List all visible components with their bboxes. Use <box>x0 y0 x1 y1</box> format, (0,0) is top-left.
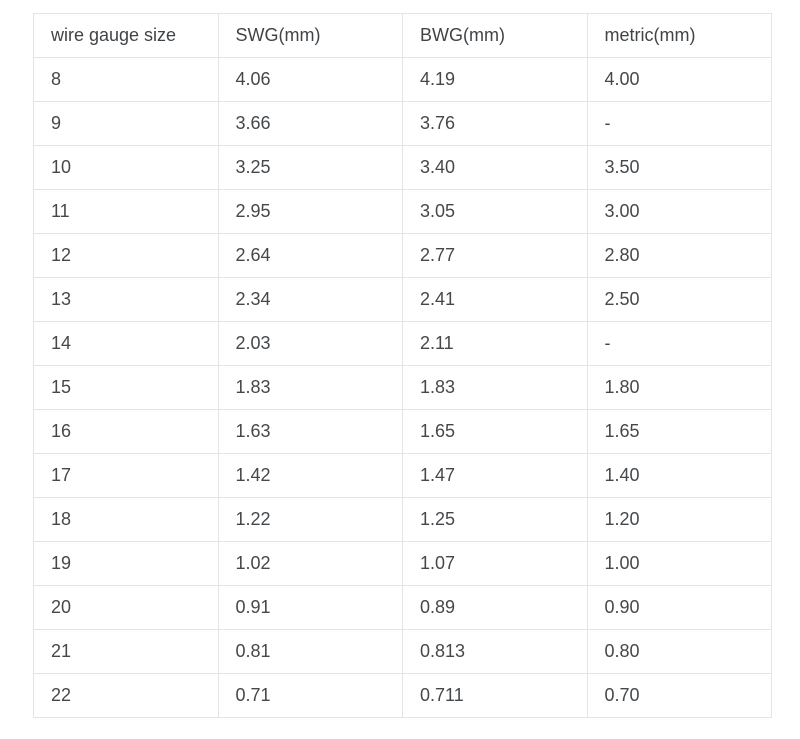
table-cell: 4.19 <box>402 57 588 102</box>
table-row: 10 3.25 3.40 3.50 <box>33 145 772 190</box>
table-cell: 0.70 <box>586 673 772 718</box>
column-header-2: BWG(mm) <box>402 13 588 58</box>
table-cell: 11 <box>33 189 219 234</box>
table-cell: 1.40 <box>586 453 772 498</box>
table-cell: 3.66 <box>217 101 403 146</box>
table-row: 21 0.81 0.813 0.80 <box>33 629 772 674</box>
table-row: 13 2.34 2.41 2.50 <box>33 277 772 322</box>
table-cell: 4.00 <box>586 57 772 102</box>
table-cell: 1.00 <box>586 541 772 586</box>
table-cell: 12 <box>33 233 219 278</box>
table-cell: 1.65 <box>402 409 588 454</box>
table-cell: 3.25 <box>217 145 403 190</box>
table-cell: 1.65 <box>586 409 772 454</box>
table-cell: 19 <box>33 541 219 586</box>
table-cell: 13 <box>33 277 219 322</box>
table-cell: 0.89 <box>402 585 588 630</box>
table-cell: 2.64 <box>217 233 403 278</box>
table-cell: 9 <box>33 101 219 146</box>
table-row: 17 1.42 1.47 1.40 <box>33 453 772 498</box>
table-cell: 1.47 <box>402 453 588 498</box>
table-cell: 2.03 <box>217 321 403 366</box>
table-row: 12 2.64 2.77 2.80 <box>33 233 772 278</box>
table-row: 14 2.03 2.11- <box>33 321 772 366</box>
wire-gauge-conversion-table: wire gauge size SWG(mm) BWG(mm) metric(mm) … <box>33 13 772 718</box>
table-cell: 1.02 <box>217 541 403 586</box>
table-cell: 1.07 <box>402 541 588 586</box>
table-row: 19 1.02 1.07 1.00 <box>33 541 772 586</box>
table-cell: 2.80 <box>586 233 772 278</box>
table-cell: 18 <box>33 497 219 542</box>
table-cell: 2.41 <box>402 277 588 322</box>
table-cell: 1.80 <box>586 365 772 410</box>
table-cell: 1.25 <box>402 497 588 542</box>
table-cell: 1.63 <box>217 409 403 454</box>
table-row: 15 1.83 1.83 1.80 <box>33 365 772 410</box>
table-cell: 0.91 <box>217 585 403 630</box>
table-row: 16 1.63 1.65 1.65 <box>33 409 772 454</box>
table-cell: 14 <box>33 321 219 366</box>
header-row: wire gauge size SWG(mm) BWG(mm) metric(mm) <box>33 13 772 58</box>
table-cell: 0.81 <box>217 629 403 674</box>
table-row: 18 1.22 1.25 1.20 <box>33 497 772 542</box>
table-cell: 10 <box>33 145 219 190</box>
table-cell: 0.90 <box>586 585 772 630</box>
table-cell: 2.11 <box>402 321 588 366</box>
table-cell: 0.813 <box>402 629 588 674</box>
table-row: 20 0.91 0.89 0.90 <box>33 585 772 630</box>
table-cell: 1.42 <box>217 453 403 498</box>
table-cell: 1.20 <box>586 497 772 542</box>
table-cell: 17 <box>33 453 219 498</box>
table-cell: 1.83 <box>217 365 403 410</box>
table-cell: 8 <box>33 57 219 102</box>
table-cell: 1.22 <box>217 497 403 542</box>
table-cell: 15 <box>33 365 219 410</box>
table-cell: 3.05 <box>402 189 588 234</box>
table-cell: - <box>586 321 772 366</box>
table-body: 8 4.06 4.19 4.00 9 3.66 3.76-10 3.25 3.40 3.50 11 2… <box>33 57 772 718</box>
table-cell: 1.83 <box>402 365 588 410</box>
table-cell: 3.50 <box>586 145 772 190</box>
table-cell: 20 <box>33 585 219 630</box>
table-cell: 3.00 <box>586 189 772 234</box>
table-header: wire gauge size SWG(mm) BWG(mm) metric(mm) <box>33 13 772 58</box>
table-cell: 4.06 <box>217 57 403 102</box>
table-cell: 0.711 <box>402 673 588 718</box>
table-cell: 0.71 <box>217 673 403 718</box>
table-cell: - <box>586 101 772 146</box>
table-row: 22 0.71 0.711 0.70 <box>33 673 772 718</box>
column-header-3: metric(mm) <box>586 13 772 58</box>
table-cell: 16 <box>33 409 219 454</box>
table-cell: 2.50 <box>586 277 772 322</box>
column-header-1: SWG(mm) <box>217 13 403 58</box>
table-row: 11 2.95 3.05 3.00 <box>33 189 772 234</box>
table-cell: 2.77 <box>402 233 588 278</box>
table-cell: 22 <box>33 673 219 718</box>
table-cell: 3.40 <box>402 145 588 190</box>
table-cell: 2.95 <box>217 189 403 234</box>
table-cell: 3.76 <box>402 101 588 146</box>
table-cell: 2.34 <box>217 277 403 322</box>
table-row: 9 3.66 3.76- <box>33 101 772 146</box>
wire-gauge-table-container: wire gauge size SWG(mm) BWG(mm) metric(mm) … <box>33 13 772 718</box>
table-cell: 0.80 <box>586 629 772 674</box>
table-cell: 21 <box>33 629 219 674</box>
column-header-0: wire gauge size <box>33 13 219 58</box>
table-row: 8 4.06 4.19 4.00 <box>33 57 772 102</box>
